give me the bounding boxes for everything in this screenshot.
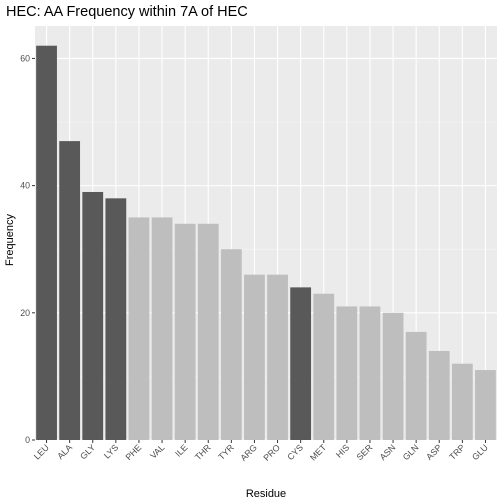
- x-tick-label-trp: TRP: [447, 442, 467, 462]
- bar-val: [151, 217, 173, 440]
- bar-pro: [267, 274, 288, 440]
- chart-title: HEC: AA Frequency within 7A of HEC: [6, 4, 248, 20]
- x-tick-label-met: MET: [308, 442, 329, 463]
- bar-gln: [405, 331, 427, 440]
- bar-ala: [59, 141, 81, 440]
- x-axis: LEU ALA GLY LYS PHE VAL ILE THR TYR ARG PRO CYS MET H…: [32, 440, 490, 463]
- x-tick-label-lys: LYS: [102, 442, 120, 460]
- x-tick-label-ser: SER: [354, 442, 374, 462]
- x-tick-label-glu: GLU: [470, 442, 490, 462]
- bar-tyr: [220, 249, 242, 440]
- bar-phe: [128, 217, 150, 440]
- bar-asp: [428, 350, 450, 440]
- x-tick-label-pro: PRO: [261, 442, 282, 463]
- x-tick-label-tyr: TYR: [216, 442, 236, 462]
- bar-glu: [475, 370, 496, 440]
- x-tick-label-phe: PHE: [123, 442, 143, 462]
- bar-trp: [451, 363, 473, 440]
- x-tick-label-thr: THR: [193, 442, 213, 462]
- y-axis-title: Frequency: [4, 214, 16, 266]
- x-tick-label-ile: ILE: [173, 442, 190, 459]
- bars: [36, 45, 496, 440]
- x-tick-label-arg: ARG: [238, 442, 259, 463]
- x-tick-label-gln: GLN: [401, 442, 421, 462]
- bar-lys: [105, 198, 127, 440]
- bar-ile: [174, 223, 196, 440]
- x-tick-label-val: VAL: [148, 442, 166, 460]
- x-tick-label-ala: ALA: [55, 442, 74, 461]
- bar-ser: [359, 306, 381, 440]
- y-tick-label: 0: [25, 435, 30, 445]
- x-tick-label-his: HIS: [334, 442, 352, 460]
- bar-leu: [36, 45, 57, 440]
- plot-panel: [35, 26, 497, 440]
- x-tick-label-leu: LEU: [32, 442, 51, 461]
- bar-cys: [290, 287, 312, 440]
- y-tick-label: 60: [20, 53, 30, 63]
- y-tick-label: 40: [20, 181, 30, 191]
- bar-gly: [82, 191, 104, 440]
- bar-met: [313, 293, 335, 440]
- x-tick-label-gly: GLY: [78, 442, 97, 461]
- bar-asn: [382, 312, 404, 440]
- x-axis-title: Residue: [246, 488, 286, 500]
- bar-his: [336, 306, 358, 440]
- x-tick-label-asp: ASP: [424, 442, 444, 462]
- x-tick-label-cys: CYS: [285, 442, 305, 462]
- bar-thr: [197, 223, 219, 440]
- y-tick-label: 20: [20, 308, 30, 318]
- x-tick-label-asn: ASN: [378, 442, 398, 462]
- y-axis: 0 20 40 60: [20, 53, 35, 445]
- bar-arg: [244, 274, 265, 440]
